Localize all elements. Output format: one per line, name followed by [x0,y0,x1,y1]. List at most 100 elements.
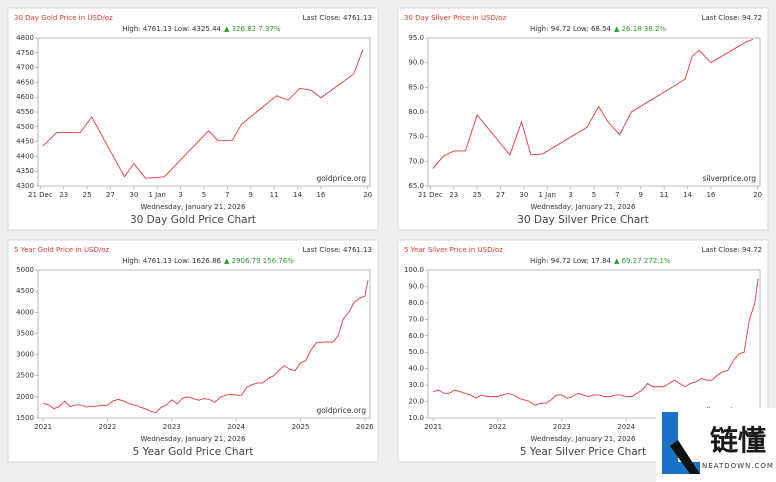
last-close: Last Close: 94.72 [702,14,763,22]
chart-caption: 5 Year Silver Price Chart [520,446,646,458]
y-tick-label: 100.0 [404,266,424,274]
x-tick-label: 23 [449,191,458,199]
stats: High: 4761.13 Low: 4325.44 [122,25,221,33]
y-tick-label: 80.0 [408,299,424,307]
stats: High: 4761.13 Low: 1626.86 [122,257,221,265]
change: ▲ 2906.79 156.76% [224,257,294,265]
y-tick-label: 70.0 [408,315,424,323]
y-tick-label: 85.0 [408,83,424,91]
y-tick-label: 5000 [16,266,34,274]
x-tick-label: 20 [363,191,372,199]
y-tick-label: 4300 [16,182,34,190]
price-line [433,278,759,406]
logo-subtext: NEATDOWN.COM [702,462,774,470]
x-tick-label: 16 [706,191,715,199]
y-tick-label: 3500 [16,329,34,337]
y-tick-label: 1500 [16,414,34,422]
x-tick-label: 5 [592,191,596,199]
chart-panel: 5 Year Gold Price in USD/oz Last Close: 4… [7,239,379,463]
logo-icon-accent [670,440,700,474]
y-tick-label: 75.0 [408,133,424,141]
x-tick-label: 25 [83,191,92,199]
x-tick-label: 30 [129,191,138,199]
last-close: Last Close: 4761.13 [303,246,372,254]
x-tick-label: 1 Jan [148,191,165,199]
y-tick-label: 70.0 [408,157,424,165]
x-tick-label: 1 Jan [538,191,555,199]
last-close: Last Close: 4761.13 [303,14,372,22]
x-tick-label: 2025 [292,423,310,431]
x-tick-label: 9 [639,191,643,199]
x-tick-label: 2026 [356,423,374,431]
y-tick-label: 95.0 [408,34,424,42]
y-tick-label: 4400 [16,152,34,160]
y-tick-label: 60.0 [408,332,424,340]
chart-title: 30 Day Gold Price in USD/oz [14,14,113,22]
logo: 链懂 NEATDOWN.COM [656,408,776,482]
x-tick-label: 25 [473,191,482,199]
date: Wednesday, January 21, 2026 [531,435,636,443]
x-tick-label: 14 [683,191,692,199]
y-tick-label: 4700 [16,64,34,72]
watermark: silverprice.org [702,174,756,183]
x-tick-label: 30 [519,191,528,199]
x-tick-label: 2022 [489,423,507,431]
y-tick-label: 4500 [16,123,34,131]
y-tick-label: 30.0 [408,381,424,389]
y-tick-label: 4550 [16,108,34,116]
y-tick-label: 4600 [16,93,34,101]
x-tick-label: 2024 [617,423,635,431]
y-tick-label: 50.0 [408,348,424,356]
y-tick-label: 3000 [16,351,34,359]
panel [7,239,379,463]
x-tick-label: 9 [249,191,253,199]
watermark: goldprice.org [316,174,366,183]
panel [397,7,769,231]
stats: High: 94.72 Low: 68.54 [530,25,612,33]
x-tick-label: 21 Dec [418,191,443,199]
chart-caption: 30 Day Silver Price Chart [517,214,648,226]
chart-panel: 30 Day Gold Price in USD/oz Last Close: 4… [7,7,379,231]
y-tick-label: 4750 [16,49,34,57]
x-tick-label: 16 [316,191,325,199]
chart-title: 5 Year Silver Price in USD/oz [404,246,503,254]
chart-caption: 5 Year Gold Price Chart [133,446,254,458]
x-tick-label: 2022 [99,423,117,431]
date: Wednesday, January 21, 2026 [141,435,246,443]
change: ▲ 326.82 7.37% [224,25,281,33]
y-tick-label: 4500 [16,287,34,295]
y-tick-label: 20.0 [408,398,424,406]
y-tick-label: 80.0 [408,108,424,116]
stats: High: 94.72 Low: 17.84 [530,257,612,265]
price-line [42,49,364,179]
x-tick-label: 11 [660,191,669,199]
y-tick-label: 10.0 [408,414,424,422]
x-tick-label: 27 [496,191,505,199]
y-tick-label: 4450 [16,138,34,146]
x-tick-label: 21 Dec [28,191,53,199]
y-tick-label: 90.0 [408,282,424,290]
x-tick-label: 5 [202,191,206,199]
logo-icon [662,412,700,474]
y-tick-label: 4000 [16,308,34,316]
price-line [43,280,369,414]
x-tick-label: 23 [59,191,68,199]
y-tick-label: 4650 [16,78,34,86]
chart-panel: 30 Day Silver Price in USD/oz Last Close:… [397,7,769,231]
last-close: Last Close: 94.72 [702,246,763,254]
x-tick-label: 3 [568,191,572,199]
date: Wednesday, January 21, 2026 [141,203,246,211]
change: ▲ 26.18 38.2% [614,25,666,33]
chart-title: 5 Year Gold Price in USD/oz [14,246,110,254]
x-tick-label: 2021 [424,423,442,431]
y-tick-label: 40.0 [408,365,424,373]
x-tick-label: 2021 [34,423,52,431]
x-tick-label: 14 [293,191,302,199]
y-tick-label: 65.0 [408,182,424,190]
chart-title: 30 Day Silver Price in USD/oz [404,14,507,22]
y-tick-label: 90.0 [408,59,424,67]
logo-text: 链懂 [710,424,766,457]
x-tick-label: 11 [270,191,279,199]
y-tick-label: 2500 [16,372,34,380]
watermark: goldprice.org [316,406,366,415]
